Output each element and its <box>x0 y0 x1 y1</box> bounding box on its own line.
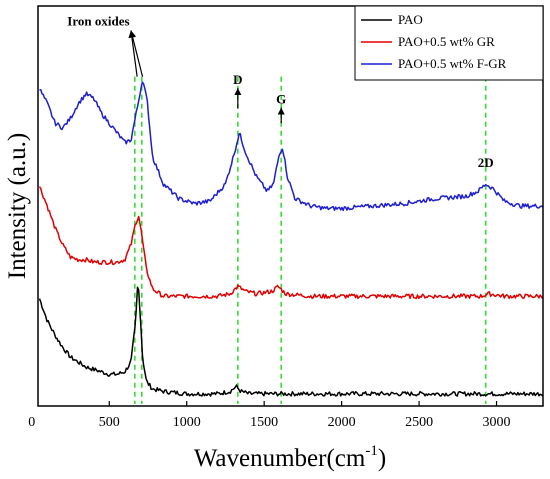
x-tick-label-4: 2000 <box>328 415 356 430</box>
annotation-arrow-line <box>130 30 144 77</box>
x-tick-label-5: 2500 <box>405 415 433 430</box>
x-tick-label-3: 1500 <box>250 415 278 430</box>
annotation-arrow-line <box>130 30 138 77</box>
legend-label-3: PAO+0.5 wt% F-GR <box>398 56 507 71</box>
y-axis-title: Intensity (a.u.) <box>4 133 31 279</box>
annotations: Iron oxides D G 2D <box>67 14 493 170</box>
annotation-arrow-head <box>277 107 285 115</box>
annotation-arrow-head <box>129 30 137 39</box>
annotation-arrow-head <box>234 88 242 96</box>
series-line-3 <box>39 81 544 212</box>
plot-frame <box>37 5 544 407</box>
annotation-label-1: Iron oxides <box>67 14 129 29</box>
x-tick-label-1: 500 <box>99 415 120 430</box>
series-lines <box>38 81 544 397</box>
series-line-2 <box>38 186 544 300</box>
legend-box <box>354 5 544 81</box>
series-line-1 <box>38 286 544 397</box>
annotation-label-2: D <box>233 72 242 87</box>
x-axis-title: Wavenumber(cm-1) <box>194 443 386 472</box>
reference-lines <box>134 76 487 404</box>
legend-label-1: PAO <box>398 12 423 27</box>
legend-label-2: PAO+0.5 wt% GR <box>398 34 495 49</box>
annotation-label-4: 2D <box>478 155 494 170</box>
x-ticks: 0 500 1000 1500 2000 2500 3000 <box>28 401 511 430</box>
x-tick-label-6: 3000 <box>483 415 511 430</box>
legend: PAO PAO+0.5 wt% GR PAO+0.5 wt% F-GR <box>354 5 544 81</box>
x-tick-label-0: 0 <box>28 415 35 430</box>
annotation-label-3: G <box>276 92 286 107</box>
x-tick-label-2: 1000 <box>173 415 201 430</box>
